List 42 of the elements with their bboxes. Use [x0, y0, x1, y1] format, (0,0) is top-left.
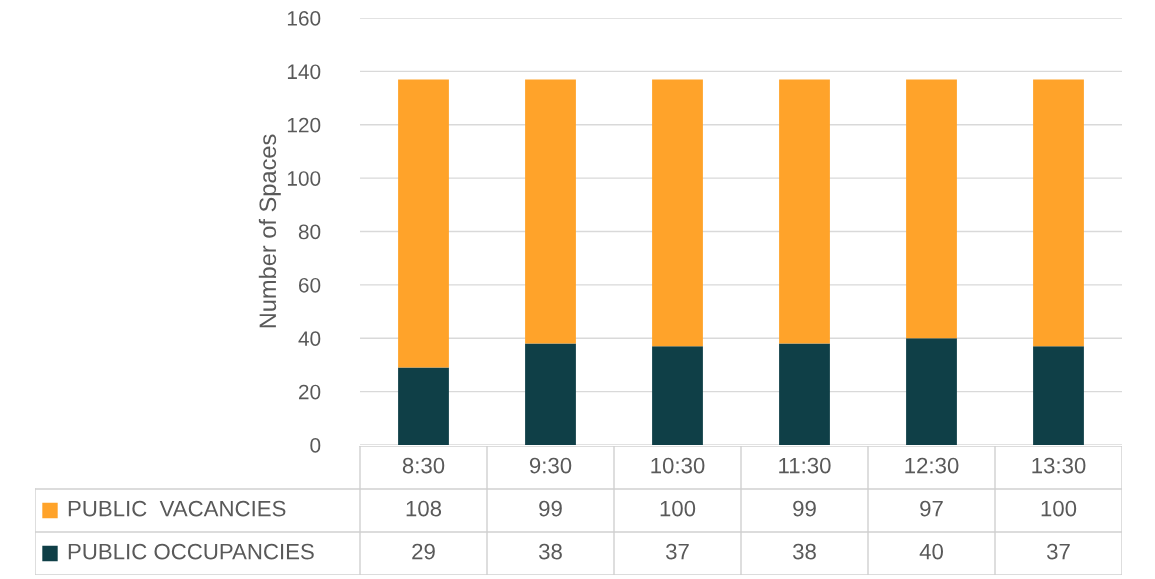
x-tick-label: 8:30: [402, 457, 445, 474]
y-tick-label: 160: [287, 11, 321, 26]
bar: [906, 79, 957, 339]
bar: [779, 79, 830, 344]
x-tick-label: 12:30: [905, 457, 959, 474]
y-tick-label: 60: [299, 277, 321, 293]
y-axis-title: Number of Spaces: [258, 134, 281, 328]
data-label: 108: [406, 500, 442, 517]
bar: [525, 343, 576, 445]
data-label: 37: [665, 543, 689, 560]
y-tick-label: 120: [287, 117, 321, 133]
y-tick-label: 0: [310, 438, 321, 453]
x-tick-label: 9:30: [529, 457, 572, 474]
data-label: 99: [793, 500, 816, 517]
bar: [906, 338, 957, 445]
data-label: 40: [919, 543, 943, 560]
data-label: 100: [1041, 500, 1077, 517]
y-tick-label: 100: [287, 171, 321, 186]
y-tick-label: 140: [287, 64, 321, 80]
data-label: 99: [539, 500, 562, 517]
bar: [525, 79, 576, 344]
data-label: 38: [538, 543, 562, 560]
data-label: 37: [1046, 543, 1070, 560]
y-tick-label: 20: [298, 384, 321, 400]
x-tick-label: 11:30: [779, 457, 831, 474]
bar: [1033, 346, 1084, 445]
legend-label: PUBLIC OCCUPANCIES: [68, 543, 314, 560]
bar: [398, 367, 449, 445]
y-tick-label: 40: [298, 331, 321, 346]
bar: [652, 346, 703, 445]
data-label: 97: [920, 500, 943, 517]
bar: [779, 343, 830, 445]
data-label: 29: [412, 543, 435, 560]
bar: [652, 79, 703, 347]
data-label: 38: [792, 543, 816, 560]
y-tick-label: 80: [298, 224, 321, 240]
x-tick-label: 13:30: [1032, 457, 1086, 474]
x-tick-label: 10:30: [651, 457, 705, 474]
bar: [1033, 79, 1084, 347]
legend-label: PUBLIC VACANCIES: [68, 500, 286, 517]
bar: [398, 79, 449, 368]
data-label: 100: [660, 500, 696, 517]
